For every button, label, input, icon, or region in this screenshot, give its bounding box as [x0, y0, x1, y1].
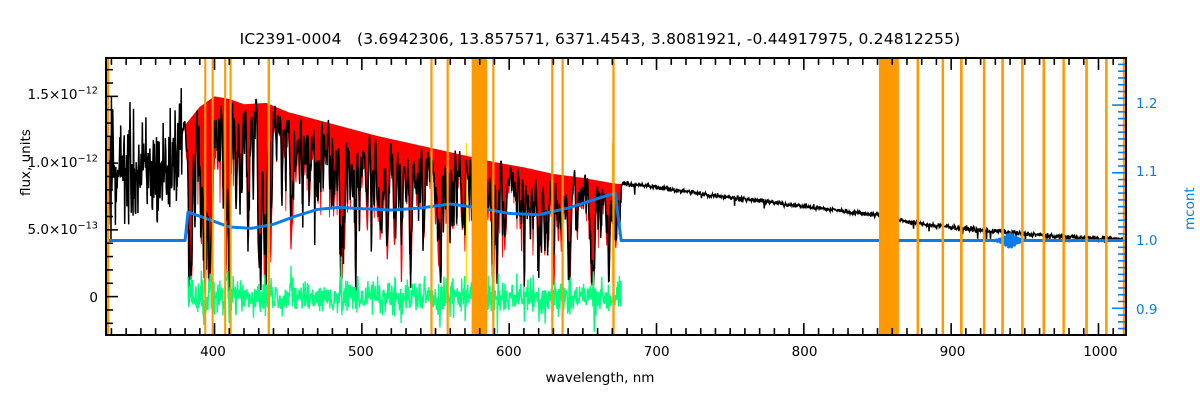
y-axis-left-tick-label: 0 [89, 290, 98, 307]
x-axis-tick-label: 900 [939, 344, 966, 360]
y-axis-right-tick-label: 1.0 [1136, 233, 1158, 250]
x-axis-tick-label: 400 [200, 344, 226, 360]
plot-area [105, 57, 1127, 336]
x-axis-tick-label: 1000 [1083, 344, 1118, 360]
y-axis-right-tick-label: 1.2 [1136, 95, 1158, 112]
y-axis-right-label: mcont [1182, 187, 1198, 230]
y-axis-left-label: flux, units [18, 129, 34, 196]
x-axis-label: wavelength, nm [545, 370, 655, 386]
x-axis-tick-label: 700 [643, 344, 670, 360]
y-axis-right-tick-label: 0.9 [1136, 301, 1158, 318]
observed-spectrum-trace [107, 88, 1125, 299]
y-axis-left-tick-label: 5.0×10−13 [27, 220, 98, 239]
y-axis-left-tick-label: 1.5×10−12 [27, 85, 98, 103]
y-axis-right-ticks: 0.9 1.0 1.1 1.2 [1136, 0, 1196, 400]
plot-title: IC2391-0004 (3.6942306, 13.857571, 6371.… [239, 30, 961, 48]
y-axis-left-tick-label: 1.0×10−12 [27, 153, 98, 171]
y-axis-left-ticks: 0 5.0×10−13 1.0×10−12 1.5×10−12 [0, 0, 98, 400]
x-axis-tick-label: 800 [791, 344, 818, 360]
masked-region-bands [107, 59, 1125, 334]
inner-axis-ticks [107, 59, 1125, 334]
x-axis-tick-label: 500 [347, 344, 374, 360]
x-axis-tick-label: 600 [495, 344, 522, 360]
y-axis-right-tick-label: 1.1 [1136, 164, 1158, 181]
continuum-trace [107, 191, 1125, 249]
spectrum-canvas [107, 59, 1125, 334]
residuals-trace [187, 256, 622, 334]
